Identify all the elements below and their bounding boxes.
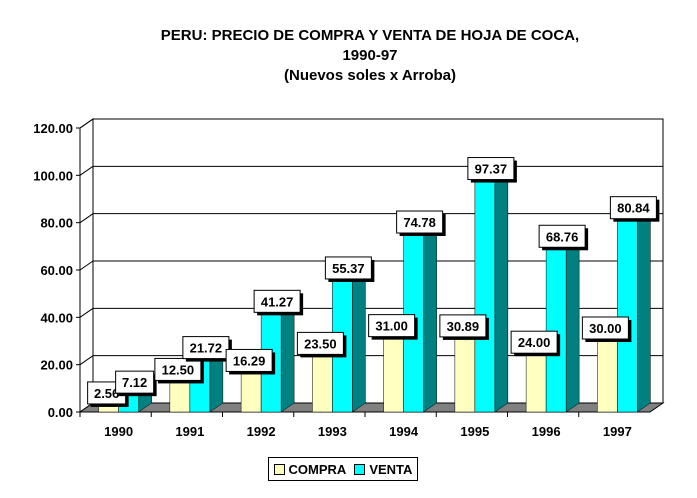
legend-swatch-venta <box>354 463 366 475</box>
bar-compra <box>383 338 404 413</box>
data-label-venta: 97.37 <box>475 162 508 177</box>
label-box <box>609 196 657 220</box>
data-label-compra-box: 31.00 <box>368 314 418 340</box>
x-tick-label: 1993 <box>318 424 347 439</box>
y-tick-label: 120.00 <box>33 121 73 136</box>
chart-title-line-2: 1990-97 <box>342 47 398 64</box>
data-label-compra: 23.50 <box>304 336 337 351</box>
data-label-venta: 41.27 <box>261 294 294 309</box>
label-box <box>154 357 202 381</box>
legend-item-venta: VENTA <box>354 462 412 477</box>
data-label-compra-box: 24.00 <box>510 330 561 357</box>
label-box <box>368 314 416 338</box>
bar-compra <box>169 382 191 413</box>
data-label-venta-box: 74.78 <box>396 210 446 237</box>
bar-side-venta <box>352 271 366 413</box>
legend-item-compra: COMPRA <box>273 461 347 477</box>
data-label-compra: 31.00 <box>375 319 408 334</box>
label-box <box>510 330 558 354</box>
bar-compra <box>240 373 262 413</box>
y-tick-label: 40.00 <box>40 310 73 325</box>
bar-compra <box>597 340 618 413</box>
legend: COMPRA VENTA <box>268 457 418 481</box>
gridline-side <box>79 355 94 366</box>
bar-side-venta <box>494 172 509 413</box>
x-tick-label: 1996 <box>532 424 561 439</box>
y-tick-label: 100.00 <box>33 168 73 183</box>
label-box <box>225 348 273 372</box>
data-label-compra: 30.00 <box>589 321 622 336</box>
data-label-venta-box: 97.37 <box>467 157 517 183</box>
label-box <box>324 256 372 280</box>
label-box <box>396 210 444 234</box>
gridline-side <box>79 118 94 129</box>
data-label-venta-box: 21.72 <box>182 336 232 362</box>
x-tick-label: 1990 <box>104 424 133 439</box>
x-tick-label: 1994 <box>389 424 419 439</box>
data-label-venta: 21.72 <box>190 341 223 356</box>
gridline-side <box>79 165 94 176</box>
data-label-compra-box: 23.50 <box>296 331 347 358</box>
y-tick-label: 80.00 <box>40 216 73 231</box>
bar-side-venta <box>423 225 437 413</box>
y-tick-label: 0.00 <box>48 405 73 420</box>
chart-title-line-3: (Nuevos soles x Arroba) <box>284 67 456 84</box>
bar-venta <box>617 220 638 413</box>
data-label-compra-box: 30.89 <box>439 314 489 340</box>
bar-side-venta <box>565 239 580 413</box>
label-box <box>182 336 230 360</box>
gridline-side <box>79 260 94 271</box>
x-tick-label: 1995 <box>460 424 489 439</box>
legend-swatch-compra <box>273 463 285 475</box>
data-label-compra-box: 30.00 <box>581 316 632 342</box>
bar-side-venta <box>637 211 651 413</box>
data-label-compra-box: 12.50 <box>154 357 204 384</box>
y-tick-label: 20.00 <box>40 358 73 373</box>
data-label-venta: 80.84 <box>617 201 650 216</box>
data-label-venta-box: 80.84 <box>609 196 660 222</box>
label-box <box>439 314 487 338</box>
legend-label-venta: VENTA <box>369 461 413 477</box>
bar-venta <box>474 181 496 413</box>
data-label-venta-box: 55.37 <box>324 256 375 282</box>
gridline-side <box>79 213 94 224</box>
bar-compra <box>312 356 333 413</box>
y-tick-label: 60.00 <box>40 263 73 278</box>
data-label-venta-box: 41.27 <box>253 289 304 316</box>
label-box <box>296 331 344 355</box>
x-tick-label: 1997 <box>603 424 632 439</box>
data-label-compra: 24.00 <box>518 335 551 350</box>
data-label-compra: 12.50 <box>162 362 195 377</box>
data-label-venta-box: 68.76 <box>538 224 589 251</box>
label-box <box>115 370 155 394</box>
data-label-venta: 55.37 <box>332 261 365 276</box>
x-tick-label: 1991 <box>175 424 204 439</box>
bar-compra <box>525 354 547 413</box>
chart-title-line-1: PERU: PRECIO DE COMPRA Y VENTA DE HOJA D… <box>160 27 580 44</box>
bar-side-venta <box>280 304 295 413</box>
data-label-venta: 74.78 <box>403 215 436 230</box>
data-label-venta-box: 7.12 <box>115 370 157 397</box>
data-label-venta: 7.12 <box>122 375 147 390</box>
data-label-compra: 16.29 <box>233 353 266 368</box>
label-box <box>253 289 301 313</box>
bar-compra <box>454 338 476 413</box>
legend-label-compra: COMPRA <box>288 461 347 477</box>
label-box <box>581 316 629 340</box>
data-label-compra-box: 16.29 <box>225 348 276 375</box>
label-box <box>538 224 586 248</box>
label-box <box>467 157 515 181</box>
gridline-side <box>79 307 94 318</box>
data-label-compra: 30.89 <box>447 319 480 334</box>
bar-venta <box>545 249 567 413</box>
data-label-compra: 2.56 <box>94 386 119 401</box>
data-label-venta: 68.76 <box>546 229 579 244</box>
x-tick-label: 1992 <box>247 424 276 439</box>
